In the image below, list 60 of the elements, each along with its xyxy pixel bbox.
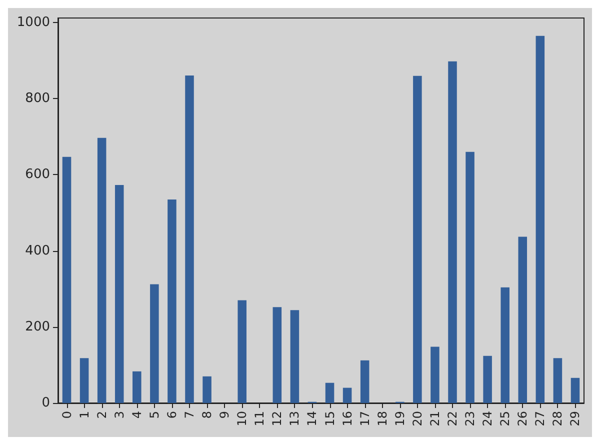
y-tick-label: 400 <box>25 243 50 258</box>
x-tick-label: 13 <box>288 411 302 426</box>
bar <box>114 185 124 403</box>
bar <box>342 388 352 403</box>
x-tick-label: 11 <box>252 411 267 426</box>
bar <box>500 287 510 403</box>
bar <box>238 300 246 403</box>
x-tick-label: 0 <box>60 411 74 419</box>
bar <box>97 138 106 403</box>
bar <box>483 356 492 403</box>
y-tick-label: 600 <box>25 167 50 182</box>
x-tick-label: 10 <box>235 411 250 426</box>
bar <box>185 75 194 403</box>
x-tick-label: 26 <box>516 411 530 426</box>
x-tick-label: 27 <box>533 411 548 426</box>
bar <box>62 156 72 403</box>
x-tick-label: 9 <box>218 411 232 419</box>
x-tick-label: 19 <box>392 411 407 426</box>
bar <box>518 236 528 403</box>
bar <box>272 307 282 403</box>
bar <box>448 61 457 403</box>
x-tick-label: 29 <box>568 411 582 426</box>
x-tick-label: 18 <box>375 411 390 426</box>
x-tick-label: 3 <box>112 411 126 419</box>
x-tick-label: 16 <box>340 411 354 426</box>
bar <box>168 199 176 403</box>
bar <box>290 310 300 403</box>
bar <box>430 346 440 403</box>
x-tick-label: 23 <box>463 411 478 426</box>
x-tick-label: 6 <box>164 411 179 419</box>
x-tick-label: 7 <box>182 411 196 419</box>
bar <box>325 382 334 403</box>
x-tick-label: 2 <box>94 411 109 419</box>
x-tick-label: 14 <box>305 411 320 426</box>
bar <box>570 378 580 403</box>
x-tick-label: 25 <box>498 411 512 426</box>
x-tick-label: 15 <box>322 411 337 426</box>
bar <box>536 36 545 403</box>
x-tick-label: 21 <box>428 411 442 426</box>
y-tick-label: 200 <box>25 319 50 334</box>
x-tick-label: 12 <box>270 411 284 426</box>
x-tick-label: 5 <box>147 411 162 419</box>
x-tick-label: 24 <box>480 411 495 426</box>
x-tick-label: 8 <box>200 411 214 419</box>
bar <box>132 371 142 403</box>
bar <box>150 284 159 403</box>
bar <box>413 76 422 403</box>
bar <box>360 360 370 403</box>
x-tick-label: 17 <box>358 411 372 426</box>
y-tick-label: 800 <box>25 91 50 106</box>
x-tick-label: 4 <box>130 411 144 419</box>
x-tick-label: 22 <box>446 411 460 426</box>
y-tick-label: 1000 <box>16 15 50 30</box>
x-tick-label: 1 <box>77 411 92 419</box>
bar <box>466 152 474 403</box>
bar <box>202 376 212 403</box>
x-tick-label: 20 <box>410 411 424 426</box>
bar <box>80 358 89 403</box>
bar <box>553 358 562 403</box>
x-tick-label: 28 <box>550 411 565 426</box>
